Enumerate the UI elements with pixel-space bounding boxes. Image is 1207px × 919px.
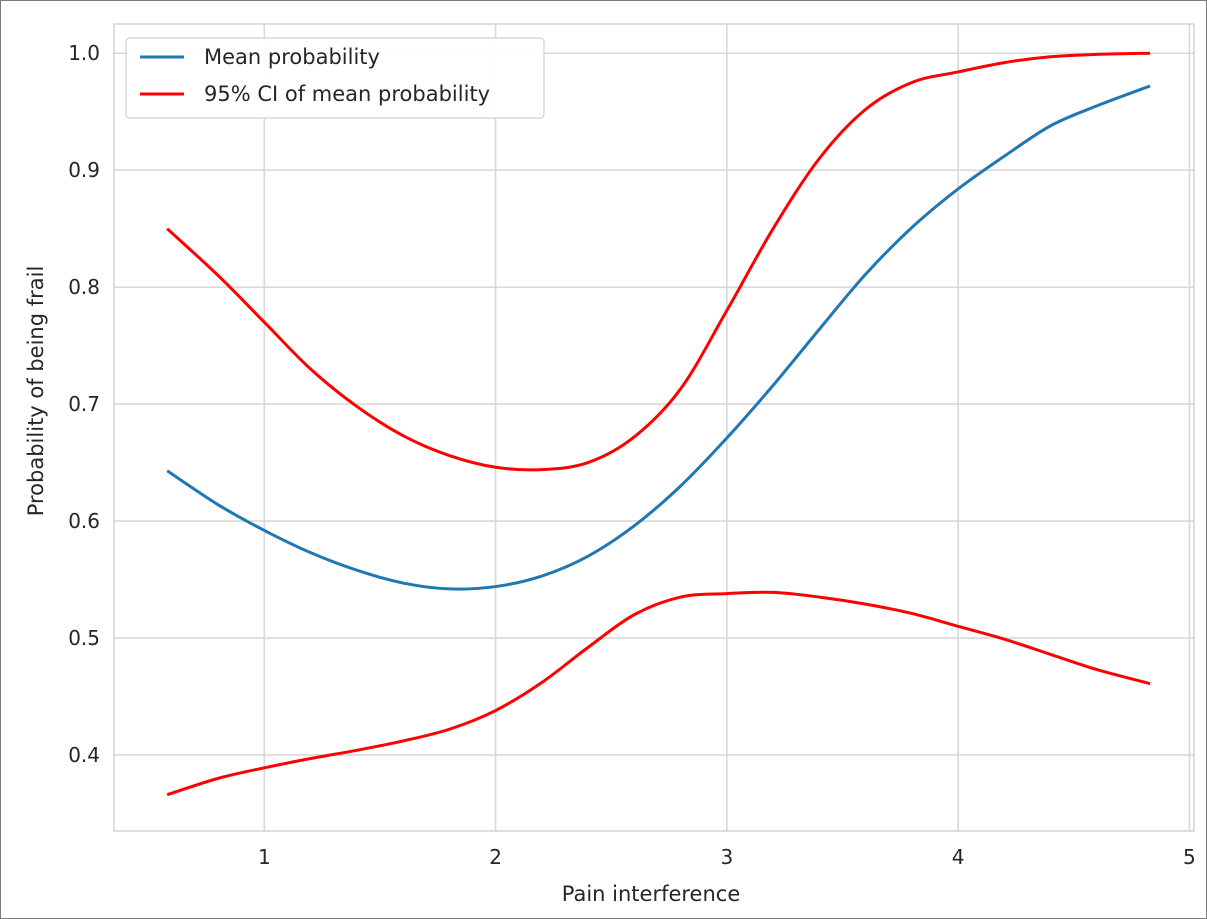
legend: Mean probability 95% CI of mean probabil… (125, 37, 545, 119)
ci-lower-line (166, 590, 1151, 797)
y-tick-label-0.4: 0.4 (68, 743, 100, 767)
legend-box (125, 37, 545, 119)
y-tick-label-0.5: 0.5 (68, 626, 100, 650)
x-axis-ticks: 1 2 3 4 5 (258, 845, 1196, 869)
x-tick-label-1: 1 (258, 845, 271, 869)
y-axis-label: Probability of being frail (24, 266, 48, 517)
mean-probability-line (166, 84, 1151, 591)
axes-frame (113, 23, 1195, 832)
plot-area-frame (113, 23, 1195, 832)
legend-label-mean: Mean probability (204, 45, 380, 69)
x-tick-label-3: 3 (720, 845, 733, 869)
ci-upper-line (166, 51, 1151, 472)
series-lines (166, 51, 1151, 797)
x-tick-label-5: 5 (1183, 845, 1196, 869)
x-axis-label: Pain interference (562, 882, 741, 906)
y-tick-label-0.7: 0.7 (68, 392, 100, 416)
y-axis-ticks: 0.4 0.5 0.6 0.7 0.8 0.9 1.0 (68, 41, 100, 767)
x-tick-label-4: 4 (952, 845, 965, 869)
y-tick-label-0.8: 0.8 (68, 275, 100, 299)
grid (114, 24, 1194, 831)
y-tick-label-1.0: 1.0 (68, 41, 100, 65)
x-tick-label-2: 2 (489, 845, 502, 869)
legend-label-ci: 95% CI of mean probability (204, 82, 490, 106)
y-tick-label-0.9: 0.9 (68, 158, 100, 182)
y-tick-label-0.6: 0.6 (68, 509, 100, 533)
